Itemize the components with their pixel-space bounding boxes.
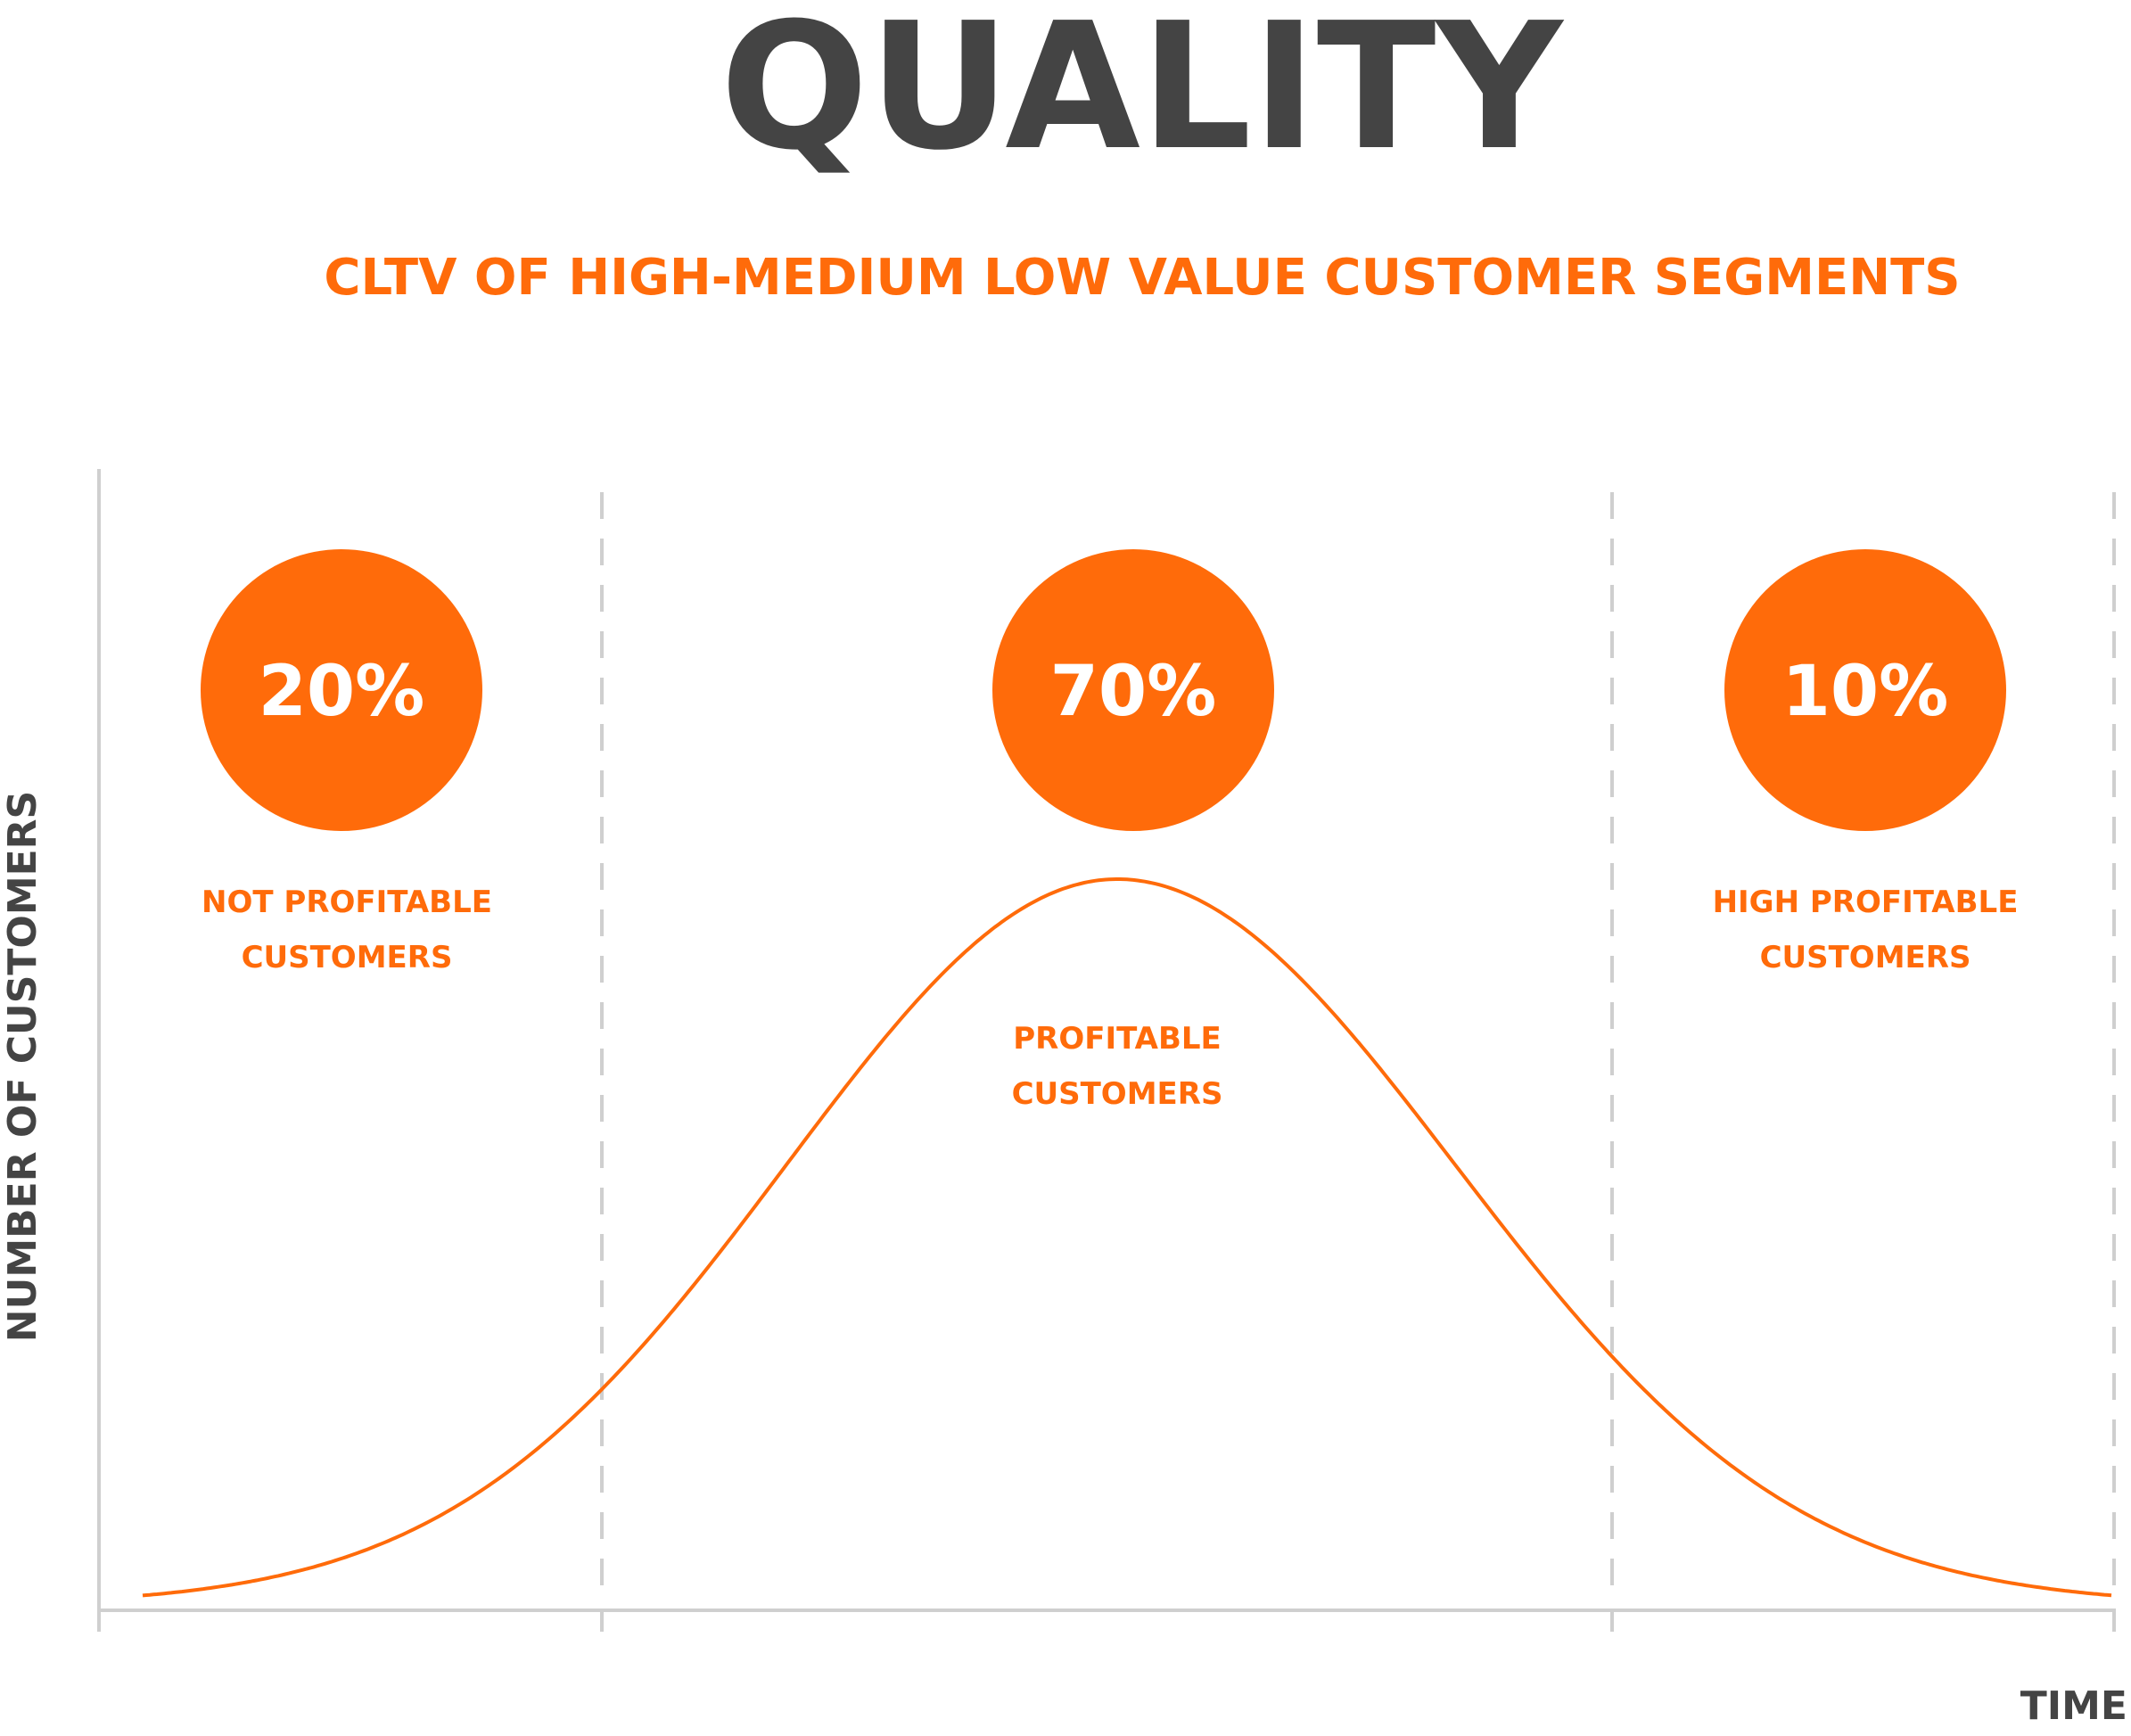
segment-label: CUSTOMERS bbox=[242, 940, 453, 975]
x-axis-label: TIME bbox=[2020, 1683, 2127, 1729]
title: QUALITY bbox=[720, 0, 1565, 189]
segment-label: NOT PROFITABLE bbox=[202, 884, 492, 920]
segment-circle bbox=[992, 549, 1274, 831]
segment-label: PROFITABLE bbox=[1013, 1021, 1222, 1057]
segment-percent: 20% bbox=[259, 652, 425, 732]
segment-circle bbox=[1724, 549, 2006, 831]
y-axis-label: NUMBER OF CUSTOMERS bbox=[0, 791, 45, 1342]
segment-percent: 70% bbox=[1050, 652, 1217, 732]
subtitle: CLTV OF HIGH-MEDIUM LOW VALUE CUSTOMER S… bbox=[324, 249, 1960, 307]
segment-circle bbox=[201, 549, 482, 831]
segment-label: HIGH PROFITABLE bbox=[1713, 884, 2019, 920]
segment-label: CUSTOMERS bbox=[1760, 940, 1971, 975]
bell-curve bbox=[142, 877, 2112, 1598]
axes bbox=[97, 469, 2116, 1632]
segment-label: CUSTOMERS bbox=[1012, 1076, 1223, 1112]
segment-percent: 10% bbox=[1782, 652, 1949, 732]
